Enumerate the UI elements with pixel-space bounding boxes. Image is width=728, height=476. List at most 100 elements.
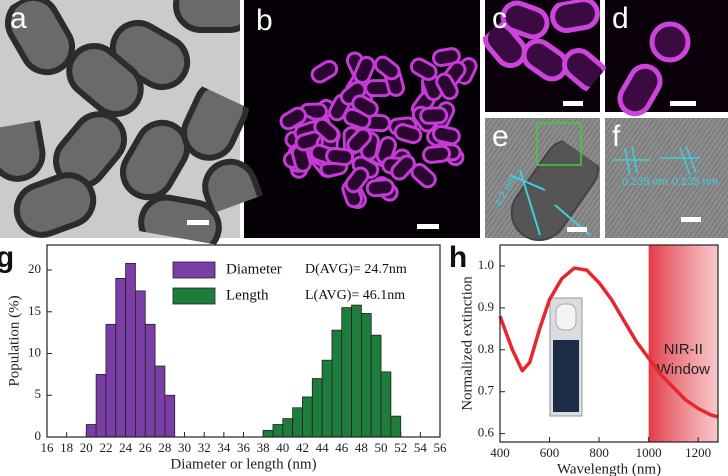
bar bbox=[105, 323, 117, 438]
region-label: Window bbox=[657, 361, 711, 378]
nanorod bbox=[521, 38, 569, 82]
x-axis-label: Diameter or length (nm) bbox=[170, 456, 316, 472]
y-axis-label: Population (%) bbox=[6, 295, 22, 386]
x-tick-label: 46 bbox=[335, 440, 349, 455]
x-tick-label: 18 bbox=[60, 440, 73, 455]
nanorod bbox=[5, 0, 75, 76]
region-label: NIR-II bbox=[664, 341, 703, 358]
y-tick-label: 0.6 bbox=[478, 425, 495, 440]
bar bbox=[282, 418, 294, 438]
bar bbox=[144, 323, 156, 438]
micrographs bbox=[0, 0, 701, 249]
x-tick-label: 1000 bbox=[636, 445, 662, 460]
panel-label: h bbox=[449, 241, 467, 274]
nanorod bbox=[365, 178, 395, 198]
panel-label: g bbox=[0, 241, 14, 274]
x-tick-label: 38 bbox=[257, 440, 270, 455]
bar bbox=[341, 307, 352, 438]
x-tick-label: 42 bbox=[296, 440, 309, 455]
cuvette-cap bbox=[555, 303, 577, 331]
nanorod bbox=[310, 59, 339, 84]
nanorod bbox=[66, 43, 144, 117]
annotation-line bbox=[624, 147, 631, 176]
bar bbox=[292, 407, 303, 438]
bar bbox=[154, 365, 166, 438]
scale-bar bbox=[417, 224, 439, 229]
y-tick-label: 0.9 bbox=[478, 299, 494, 314]
x-tick-label: 24 bbox=[119, 440, 133, 455]
nanorod bbox=[435, 72, 459, 101]
nanorod bbox=[500, 0, 550, 40]
plot-frame bbox=[499, 244, 719, 443]
scale-bar bbox=[187, 220, 209, 225]
x-axis-label: Wavelength (nm) bbox=[557, 461, 661, 476]
annotation: 0.235 nm bbox=[622, 176, 668, 188]
x-tick-label: 400 bbox=[490, 445, 510, 460]
x-tick-label: 26 bbox=[139, 440, 153, 455]
x-tick-label: 52 bbox=[394, 440, 407, 455]
x-tick-label: 1200 bbox=[685, 445, 711, 460]
y-tick-label: 0 bbox=[35, 428, 42, 443]
x-tick-label: 32 bbox=[198, 440, 211, 455]
panel-label: e bbox=[492, 120, 509, 153]
annotation-line bbox=[679, 147, 691, 176]
x-tick-label: 56 bbox=[434, 440, 448, 455]
nanorod bbox=[279, 106, 307, 131]
nanorod bbox=[409, 57, 438, 81]
annotation: L(AVG)= 46.1nm bbox=[305, 288, 405, 303]
legend-label: Diameter bbox=[226, 261, 282, 277]
y-tick-label: 10 bbox=[28, 345, 41, 360]
nanorod bbox=[344, 166, 370, 194]
bar bbox=[262, 429, 274, 438]
line bbox=[498, 266, 719, 419]
scale-bar bbox=[563, 101, 583, 106]
nanorod bbox=[373, 55, 401, 81]
cuvette-liquid bbox=[553, 340, 579, 412]
x-tick-label: 54 bbox=[414, 440, 428, 455]
legend-swatch bbox=[172, 287, 216, 305]
nanorod bbox=[617, 63, 663, 117]
x-tick-label: 30 bbox=[178, 440, 191, 455]
bar bbox=[360, 313, 372, 438]
panel-f-bg bbox=[605, 118, 728, 238]
annotation: 0.235 nm bbox=[672, 176, 718, 188]
nanorod bbox=[202, 158, 268, 218]
scale-bar bbox=[670, 101, 696, 106]
nanorod bbox=[431, 47, 461, 68]
nanorod bbox=[550, 0, 600, 33]
scale-bar bbox=[681, 217, 701, 222]
y-tick-label: 5 bbox=[35, 386, 42, 401]
x-tick-label: 44 bbox=[316, 440, 330, 455]
bar bbox=[311, 378, 323, 438]
nanorod bbox=[432, 124, 461, 146]
nanorod bbox=[325, 146, 355, 167]
x-tick-label: 48 bbox=[355, 440, 368, 455]
panel-label: c bbox=[492, 2, 507, 35]
nanorod bbox=[393, 123, 423, 145]
nanorod bbox=[353, 55, 376, 85]
bar bbox=[390, 415, 402, 438]
bar bbox=[370, 334, 382, 438]
scale-bar bbox=[567, 227, 587, 232]
x-tick-label: 16 bbox=[41, 440, 55, 455]
bar bbox=[164, 394, 176, 438]
x-tick-label: 800 bbox=[589, 445, 609, 460]
y-tick-label: 0.8 bbox=[478, 341, 494, 356]
y-tick-label: 15 bbox=[28, 303, 41, 318]
y-tick-label: 0.7 bbox=[478, 383, 495, 398]
x-tick-label: 600 bbox=[540, 445, 560, 460]
nanorod bbox=[422, 144, 451, 164]
bar bbox=[272, 424, 284, 438]
legend-swatch bbox=[172, 261, 216, 279]
y-tick-label: 1.0 bbox=[478, 257, 494, 272]
bar bbox=[302, 396, 313, 438]
bar bbox=[331, 329, 343, 438]
panel-label: f bbox=[612, 120, 621, 153]
bar bbox=[125, 262, 136, 438]
nanorod bbox=[351, 94, 379, 118]
nanorod bbox=[120, 119, 190, 201]
legend-label: Length bbox=[226, 287, 269, 303]
nanorod bbox=[419, 106, 449, 125]
nanorod bbox=[313, 117, 340, 144]
